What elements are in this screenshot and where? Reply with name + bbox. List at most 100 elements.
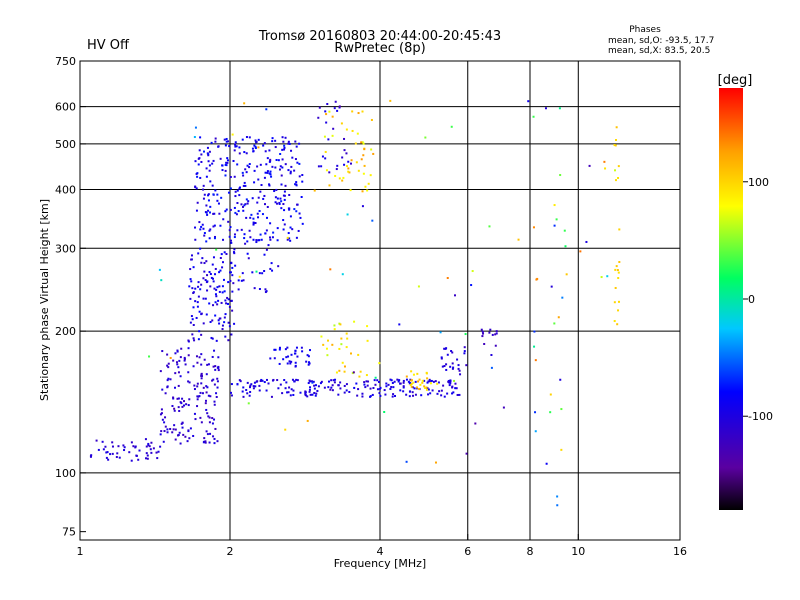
data-point	[172, 359, 175, 362]
data-point	[194, 418, 197, 421]
data-point	[320, 380, 323, 383]
data-point	[204, 297, 207, 300]
data-point	[454, 382, 457, 385]
data-point	[257, 178, 260, 181]
data-point	[356, 132, 359, 135]
data-point	[263, 176, 266, 179]
data-point	[317, 165, 320, 168]
data-point	[353, 386, 356, 389]
data-point	[451, 351, 454, 354]
data-point	[224, 299, 227, 302]
data-point	[255, 270, 258, 273]
data-point	[205, 313, 208, 316]
data-point	[210, 141, 213, 144]
data-point	[173, 424, 176, 427]
data-point	[183, 356, 186, 359]
data-point	[214, 140, 217, 143]
data-point	[563, 229, 566, 232]
data-point	[280, 200, 283, 203]
data-point	[204, 279, 207, 282]
data-point	[550, 285, 553, 288]
data-point	[326, 354, 329, 357]
x-tick-label: 10	[571, 545, 585, 558]
data-point	[218, 290, 221, 293]
data-point	[208, 169, 211, 172]
data-point	[295, 181, 298, 184]
x-axis-label: Frequency [MHz]	[334, 557, 426, 570]
data-point	[360, 141, 363, 144]
data-point	[198, 221, 201, 224]
data-point	[352, 371, 355, 374]
data-point	[130, 459, 133, 462]
data-point	[228, 305, 231, 308]
data-point	[254, 147, 257, 150]
data-point	[209, 205, 212, 208]
data-point	[325, 113, 328, 116]
data-point	[224, 313, 227, 316]
data-point	[311, 393, 314, 396]
data-point	[276, 239, 279, 242]
data-point	[150, 451, 153, 454]
data-point	[213, 418, 216, 421]
data-point	[242, 395, 245, 398]
data-point	[240, 203, 243, 206]
data-point	[189, 321, 192, 324]
data-point	[215, 392, 218, 395]
data-point	[272, 378, 275, 381]
data-point	[206, 280, 209, 283]
data-point	[254, 385, 257, 388]
data-point	[259, 163, 262, 166]
data-point	[193, 388, 196, 391]
data-point	[434, 461, 437, 464]
data-point	[313, 189, 316, 192]
data-point	[203, 437, 206, 440]
data-point	[177, 366, 180, 369]
data-point	[194, 126, 197, 129]
data-point	[502, 406, 505, 409]
data-point	[393, 395, 396, 398]
data-point	[270, 175, 273, 178]
data-point	[214, 314, 217, 317]
data-point	[534, 411, 537, 414]
data-point	[556, 504, 559, 507]
data-point	[339, 323, 342, 326]
data-point	[249, 390, 252, 393]
data-point	[211, 379, 214, 382]
data-point	[361, 141, 364, 144]
data-point	[207, 415, 210, 418]
data-point	[226, 302, 229, 305]
data-point	[312, 380, 315, 383]
data-point	[307, 382, 310, 385]
data-point	[338, 369, 341, 372]
data-point	[199, 416, 202, 419]
data-point	[301, 222, 304, 225]
data-point	[457, 364, 460, 367]
data-point	[258, 210, 261, 213]
data-point	[172, 397, 175, 400]
data-point	[249, 384, 252, 387]
data-point	[264, 232, 267, 235]
data-point	[200, 382, 203, 385]
data-point	[557, 316, 560, 319]
data-point	[198, 330, 201, 333]
data-point	[189, 278, 192, 281]
data-point	[347, 170, 350, 173]
data-point	[294, 361, 297, 364]
data-point	[225, 253, 228, 256]
data-point	[341, 179, 344, 182]
data-point	[389, 388, 392, 391]
data-point	[178, 431, 181, 434]
data-point	[325, 169, 328, 172]
data-point	[449, 381, 452, 384]
x-tick-label: 1	[77, 545, 84, 558]
data-point	[169, 427, 172, 430]
data-point	[186, 440, 189, 443]
data-point	[237, 288, 240, 291]
data-point	[301, 350, 304, 353]
data-point	[199, 228, 202, 231]
data-point	[411, 391, 414, 394]
data-point	[224, 335, 227, 338]
x-tick-label: 6	[464, 545, 471, 558]
data-point	[244, 168, 247, 171]
data-point	[251, 147, 254, 150]
